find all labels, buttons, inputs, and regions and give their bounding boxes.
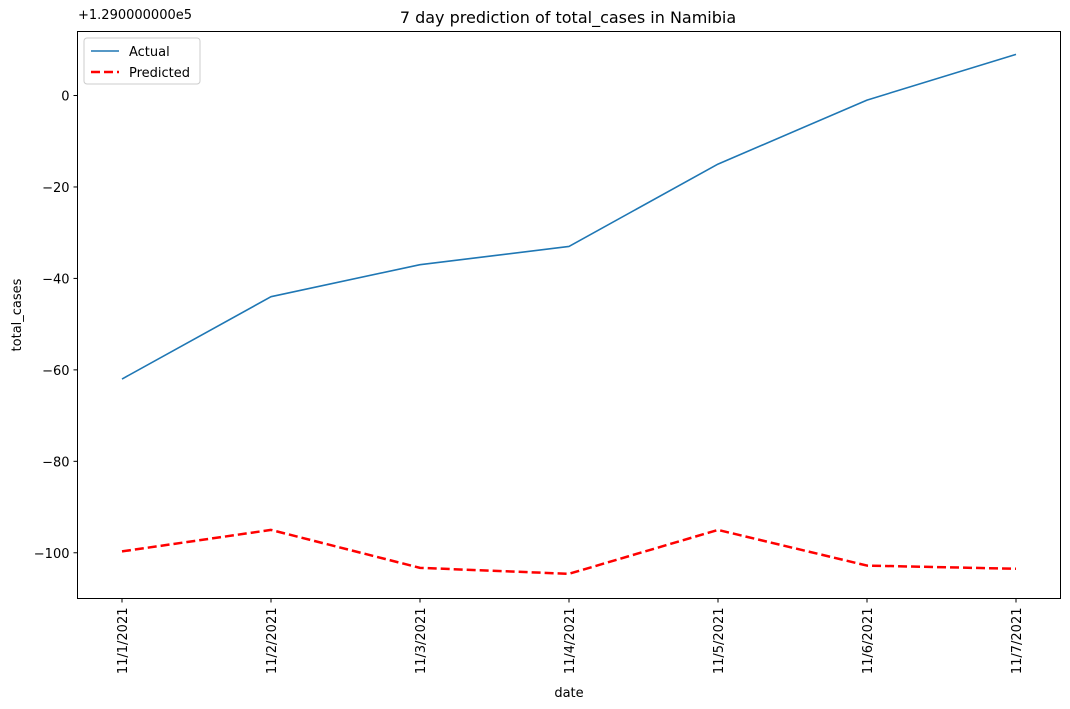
x-tick-label: 11/4/2021 — [563, 608, 578, 675]
x-tick-label: 11/2/2021 — [265, 608, 280, 675]
x-tick-label: 11/3/2021 — [414, 608, 429, 675]
plot-frame — [77, 31, 1061, 599]
x-tick-label: 11/5/2021 — [712, 608, 727, 675]
y-tick-label: −80 — [42, 455, 69, 470]
x-tick-label: 11/6/2021 — [861, 608, 876, 675]
chart-title: 7 day prediction of total_cases in Namib… — [400, 8, 736, 28]
y-tick-label: 0 — [61, 90, 69, 105]
y-tick-label: −20 — [42, 181, 69, 196]
y-axis-offset-text: +1.290000000e5 — [78, 8, 192, 23]
y-tick-label: −40 — [42, 272, 69, 287]
y-tick-label: −100 — [34, 547, 70, 562]
legend-label-actual: Actual — [129, 45, 170, 60]
series-line-predicted — [121, 528, 1017, 576]
series-line-actual — [121, 53, 1017, 380]
y-tick-label: −60 — [42, 364, 69, 379]
legend-label-predicted: Predicted — [129, 66, 190, 81]
x-tick-label: 11/7/2021 — [1010, 608, 1025, 675]
x-axis-label: date — [554, 686, 583, 701]
x-tick-label: 11/1/2021 — [116, 608, 131, 675]
y-axis-label: total_cases — [10, 278, 25, 351]
legend: Actual Predicted — [83, 37, 201, 85]
